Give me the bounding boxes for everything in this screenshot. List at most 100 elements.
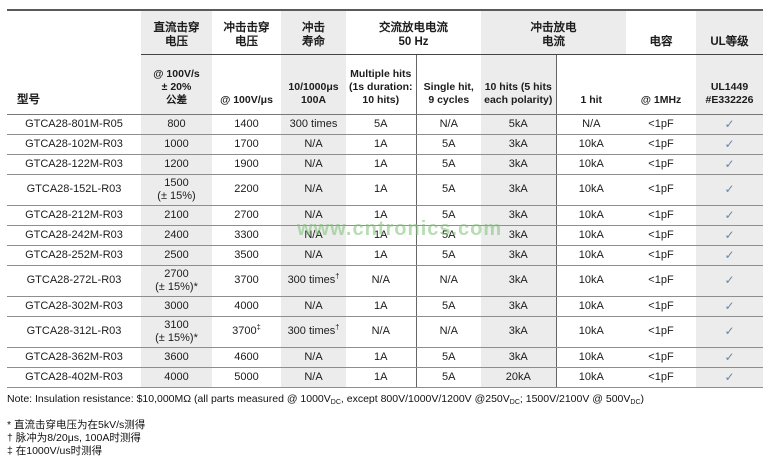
spec-cell: 3kA [481,296,557,317]
ul-check-cell: ✓ [696,296,763,317]
spec-cell: N/A [416,316,481,348]
subheader-capacitance-condition: @ 1MHz [626,54,696,115]
ul-check-cell: ✓ [696,265,763,297]
spec-cell: 10kA [556,154,626,175]
subheader-ul-file: UL1449 #E332226 [696,54,763,115]
group-impulse-discharge-current: 冲击放电 电流 [481,10,626,55]
spec-cell: 10kA [556,245,626,266]
spec-cell: 3700‡ [212,316,281,348]
spec-cell: 5A [416,205,481,226]
subheader-dc-condition: @ 100V/s ± 20% 公差 [141,54,212,115]
model-cell: GTCA28-102M-R03 [7,134,141,155]
spec-cell: 10kA [556,265,626,297]
spec-cell: 5A [416,174,481,206]
group-impulse-life: 冲击 寿命 [281,10,346,55]
model-cell: GTCA28-212M-R03 [7,205,141,226]
spec-cell: N/A [281,296,346,317]
spec-cell: 20kA [481,367,557,388]
table-row: GTCA28-102M-R03 1000 1700 N/A 1A 5A 3kA 10kA <1p… [7,134,763,155]
spec-cell: 3kA [481,245,557,266]
spec-cell: 4000 [212,296,281,317]
spec-cell: 10kA [556,367,626,388]
ul-check-cell: ✓ [696,225,763,246]
spec-cell: 1000 [141,134,212,155]
spec-cell: 5000 [212,367,281,388]
spec-cell: 5A [416,154,481,175]
spec-cell: 2100 [141,205,212,226]
spec-table: 型号 直流击穿 电压 冲击击穿 电压 冲击 寿命 交流放电电流 50 Hz 冲击… [7,9,763,388]
table-row: GTCA28-242M-R03 2400 3300 N/A 1A 5A 3kA 10kA <1p… [7,225,763,246]
table-row: GTCA28-312L-R03 3100 (± 15%)* 3700‡ 300 time… [7,316,763,348]
spec-cell: 3kA [481,316,557,348]
table-row: GTCA28-402M-R03 4000 5000 N/A 1A 5A 20kA 10kA <1… [7,367,763,388]
spec-cell: <1pF [626,205,696,226]
spec-cell: 3kA [481,225,557,246]
spec-cell: 1A [346,134,417,155]
spec-cell: <1pF [626,367,696,388]
spec-cell: N/A [416,265,481,297]
spec-cell: <1pF [626,134,696,155]
spec-cell: <1pF [626,245,696,266]
spec-cell: 5kA [481,114,557,135]
table-row: GTCA28-122M-R03 1200 1900 N/A 1A 5A 3kA 10kA <1p… [7,154,763,175]
spec-cell: 4600 [212,347,281,368]
spec-cell: 5A [416,245,481,266]
spec-cell: <1pF [626,347,696,368]
spec-cell: 1400 [212,114,281,135]
model-cell: GTCA28-122M-R03 [7,154,141,175]
model-cell: GTCA28-252M-R03 [7,245,141,266]
group-header-row: 型号 直流击穿 电压 冲击击穿 电压 冲击 寿命 交流放电电流 50 Hz 冲击… [7,10,763,115]
group-capacitance: 电容 [626,10,696,55]
model-cell: GTCA28-272L-R03 [7,265,141,297]
ul-check-cell: ✓ [696,316,763,348]
spec-cell: 1A [346,225,417,246]
spec-cell: 5A [346,114,417,135]
spec-cell: 300 times† [281,265,346,297]
ul-check-cell: ✓ [696,367,763,388]
spec-cell: N/A [281,134,346,155]
insulation-resistance-note: Note: Insulation resistance: $10,000MΩ (… [7,392,645,406]
spec-cell: 10kA [556,296,626,317]
spec-cell: 3kA [481,134,557,155]
spec-cell: N/A [281,347,346,368]
spec-cell: 3kA [481,265,557,297]
spec-cell: 3500 [212,245,281,266]
spec-cell: 3600 [141,347,212,368]
ul-check-cell: ✓ [696,134,763,155]
spec-cell: 5A [416,347,481,368]
spec-cell: 1900 [212,154,281,175]
footnote-item: * 直流击穿电压为在5kV/s测得 [7,418,146,431]
model-cell: GTCA28-302M-R03 [7,296,141,317]
spec-cell: 3700 [212,265,281,297]
spec-cell: 5A [416,134,481,155]
table-row: GTCA28-302M-R03 3000 4000 N/A 1A 5A 3kA 10kA <1p… [7,296,763,317]
spec-cell: 10kA [556,225,626,246]
subheader-life-condition: 10/1000μs 100A [281,54,346,115]
spec-cell: 3kA [481,347,557,368]
spec-cell: 2200 [212,174,281,206]
spec-cell: 1700 [212,134,281,155]
subheader-ten-hits: 10 hits (5 hits each polarity) [481,54,557,115]
spec-cell: 5A [416,367,481,388]
ul-check-cell: ✓ [696,347,763,368]
spec-cell: <1pF [626,114,696,135]
subheader-impulse-condition: @ 100V/μs [212,54,281,115]
spec-cell: 1500 (± 15%) [141,174,212,206]
table-row: GTCA28-252M-R03 2500 3500 N/A 1A 5A 3kA 10kA <1p… [7,245,763,266]
subheader-one-hit: 1 hit [556,54,626,115]
spec-cell: 1200 [141,154,212,175]
spec-cell: 3kA [481,154,557,175]
ul-check-cell: ✓ [696,154,763,175]
sub-header-row: @ 100V/s ± 20% 公差 @ 100V/μs 10/1000μs 10… [7,54,763,115]
model-cell: GTCA28-312L-R03 [7,316,141,348]
spec-cell: 2400 [141,225,212,246]
spec-cell: 1A [346,245,417,266]
spec-cell: 3300 [212,225,281,246]
spec-cell: <1pF [626,154,696,175]
spec-cell: 2700 [212,205,281,226]
spec-cell: N/A [346,316,417,348]
subheader-single-hit: Single hit, 9 cycles [416,54,481,115]
group-ul-rating: UL等级 [696,10,763,55]
ul-check-cell: ✓ [696,205,763,226]
